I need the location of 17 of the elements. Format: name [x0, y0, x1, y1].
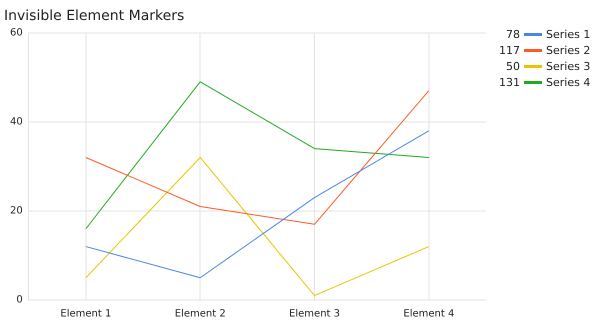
y-tick-label: 60 [10, 27, 23, 38]
x-tick-label: Element 2 [174, 308, 226, 320]
x-tick-label: Element 3 [289, 308, 340, 320]
x-tick-label: Element 4 [403, 308, 454, 320]
y-tick-label: 0 [16, 294, 23, 306]
chart-title: Invisible Element Markers [4, 8, 184, 24]
text: 117 [499, 44, 520, 56]
x-tick-label: Element 1 [60, 308, 112, 320]
legend-label: Series 4 [546, 76, 590, 88]
y-tick-label: 20 [10, 206, 23, 217]
y-tick-label: 40 [10, 116, 23, 128]
text: 78 [506, 28, 520, 40]
text: 131 [499, 76, 520, 88]
text: 50 [506, 60, 520, 72]
legend-label: Series 2 [546, 44, 590, 56]
legend-label: Series 3 [546, 60, 590, 72]
legend-label: Series 1 [546, 28, 590, 40]
